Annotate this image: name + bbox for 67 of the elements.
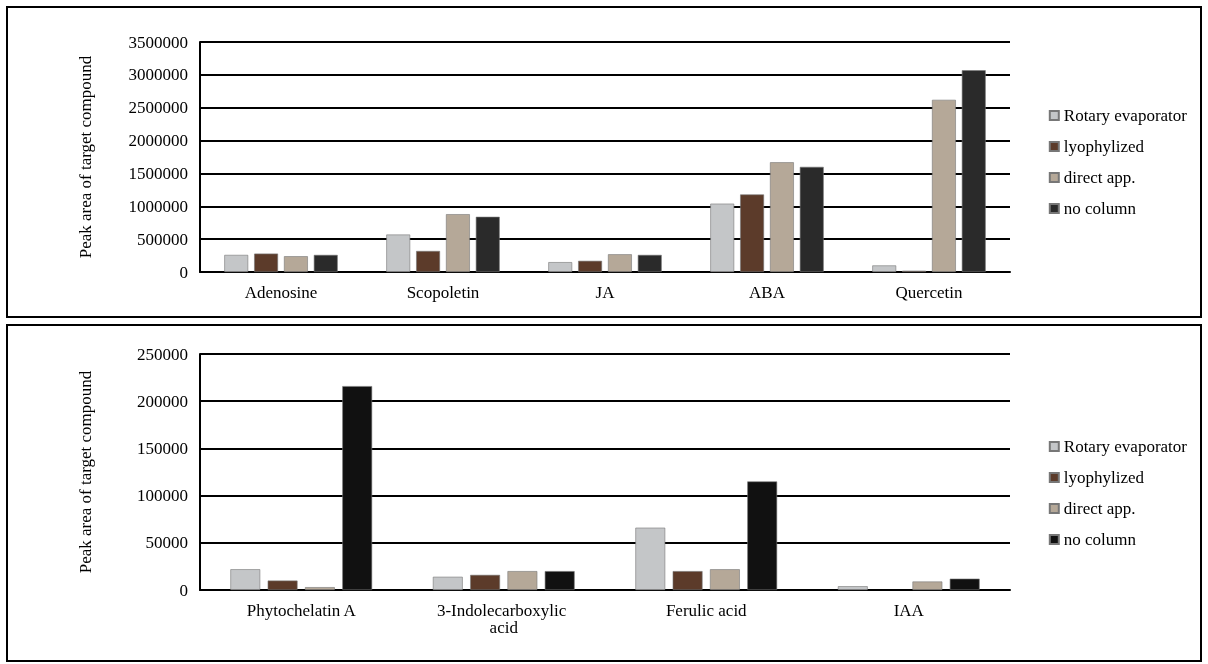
legend-label: direct app. bbox=[1063, 499, 1136, 518]
x-tick-label: IAA bbox=[893, 601, 925, 620]
x-tick-label: ABA bbox=[749, 283, 786, 302]
x-tick-label: Adenosine bbox=[244, 283, 318, 302]
bar bbox=[635, 527, 666, 590]
bar bbox=[470, 574, 501, 590]
bar bbox=[445, 214, 470, 272]
x-tick-label: Scopoletin bbox=[406, 283, 480, 302]
bar bbox=[254, 253, 279, 272]
bar bbox=[304, 587, 335, 590]
bar bbox=[578, 260, 603, 272]
bar bbox=[283, 256, 308, 272]
bar bbox=[548, 262, 573, 272]
y-tick-label: 100000 bbox=[137, 486, 188, 506]
y-tick-label: 3500000 bbox=[128, 32, 188, 52]
bar bbox=[267, 580, 298, 590]
legend-label: Rotary evaporator bbox=[1063, 437, 1188, 456]
legend-label: no column bbox=[1063, 530, 1137, 549]
x-tick-label: 3-Indolecarboxylic acid bbox=[436, 601, 571, 637]
y-tick-label: 2000000 bbox=[128, 131, 188, 151]
bar bbox=[710, 203, 735, 272]
bar bbox=[544, 571, 575, 590]
y-tick-label: 0 bbox=[179, 580, 188, 600]
legend-label: direct app. bbox=[1063, 168, 1136, 187]
y-tick-label: 150000 bbox=[137, 438, 188, 458]
bar bbox=[607, 254, 632, 272]
bar bbox=[799, 166, 824, 272]
bar bbox=[672, 571, 703, 590]
bar bbox=[769, 162, 794, 272]
bar bbox=[224, 254, 249, 272]
y-tick-label: 50000 bbox=[145, 533, 188, 553]
y-tick-label: 200000 bbox=[137, 391, 188, 411]
y-tick-label: 3000000 bbox=[128, 65, 188, 85]
bar bbox=[386, 234, 411, 272]
legend-label: lyophylized bbox=[1063, 137, 1145, 156]
x-tick-label: Ferulic acid bbox=[665, 601, 748, 620]
x-tick-label: Phytochelatin A bbox=[246, 601, 357, 620]
bar bbox=[949, 578, 980, 590]
legend-label: Rotary evaporator bbox=[1063, 106, 1188, 125]
bar bbox=[432, 576, 463, 590]
legend-label: lyophylized bbox=[1063, 468, 1145, 487]
bar bbox=[416, 250, 441, 272]
y-tick-label: 250000 bbox=[137, 344, 188, 364]
bar bbox=[931, 99, 956, 272]
y-tick-label: 1500000 bbox=[128, 163, 188, 183]
x-tick-label: JA bbox=[595, 283, 616, 302]
y-axis-title: Peak area of target compound bbox=[75, 55, 95, 259]
y-tick-label: 1000000 bbox=[128, 196, 188, 216]
bar bbox=[637, 254, 662, 272]
bar bbox=[961, 70, 986, 272]
bar bbox=[313, 254, 338, 272]
bar bbox=[740, 194, 765, 272]
bar bbox=[747, 481, 778, 590]
bar bbox=[475, 216, 500, 272]
x-tick-label: Quercetin bbox=[895, 283, 963, 302]
bar bbox=[912, 581, 943, 590]
bar bbox=[837, 586, 868, 590]
bar bbox=[342, 386, 373, 590]
bar bbox=[230, 569, 261, 590]
bar bbox=[507, 571, 538, 590]
bar bbox=[872, 265, 897, 272]
legend-label: no column bbox=[1063, 199, 1137, 218]
y-tick-label: 500000 bbox=[137, 229, 188, 249]
y-axis-title: Peak area of target compound bbox=[75, 370, 95, 574]
y-tick-label: 0 bbox=[179, 262, 188, 282]
y-tick-label: 2500000 bbox=[128, 98, 188, 118]
bar bbox=[709, 569, 740, 590]
